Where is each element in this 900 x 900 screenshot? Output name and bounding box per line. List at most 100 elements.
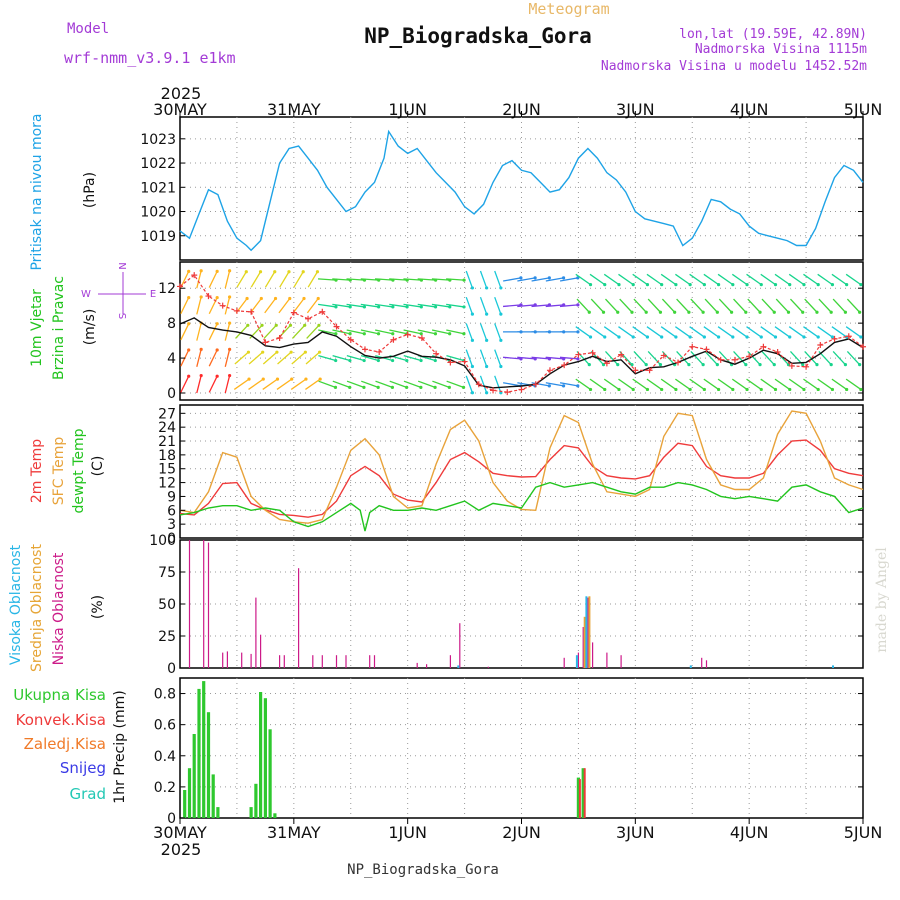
bar-conv_precip [578, 779, 581, 818]
bottom-xtick-label: 3JUN [616, 823, 655, 842]
wind-arrow-head [187, 269, 191, 273]
wind-arrow [389, 380, 407, 388]
wind-arrow [818, 298, 832, 313]
gust-point [504, 389, 511, 396]
wind-arrow-head [773, 283, 778, 287]
temperature-panel-frame [179, 404, 864, 539]
ytick-label: 100 [149, 533, 176, 549]
gust-point [333, 323, 340, 330]
wind-arrow-head [587, 363, 591, 367]
y-tick-labels: 1019102010211022102304812036912151821242… [140, 132, 863, 827]
wind-arrow [465, 296, 474, 315]
wind-arrow-head [461, 385, 466, 389]
compass-rose: N W E S [81, 262, 156, 319]
wind-arrow-head [288, 323, 293, 327]
wind-arrow-head [376, 385, 380, 389]
wind-arrow-head [485, 338, 489, 342]
series-line-temp2m [179, 439, 864, 518]
wind-arrow-head [215, 322, 219, 326]
bar-low_cloud [255, 597, 257, 668]
wind-arrow [389, 303, 408, 308]
wind-arrow [465, 375, 474, 393]
legend-frozen-precip: Zaledj.Kisa [24, 735, 106, 753]
wind-arrow [545, 304, 564, 308]
wind-arrow [632, 378, 648, 390]
wind-arrow-head [716, 335, 721, 339]
wind-arrow-head [745, 335, 749, 339]
pressure-ylabel: Pritisak na nivou mora [29, 113, 45, 270]
wind-arrow-head [244, 270, 248, 274]
elevation-label: Nadmorska Visina 1115m [695, 42, 867, 57]
ytick-label: 75 [158, 565, 176, 581]
top-year-label: 2025 [161, 84, 202, 103]
wind-arrow [360, 329, 379, 335]
wind-arrow-head [674, 335, 678, 339]
wind-arrow [746, 326, 762, 338]
wind-arrow [590, 298, 605, 313]
bar-high_cloud [575, 655, 578, 668]
bar-low_cloud [312, 655, 314, 668]
legend-snow: Snijeg [60, 759, 106, 777]
footer-station: NP_Biogradska_Gora [347, 862, 499, 878]
wind-arrow [479, 349, 488, 367]
wind-arrow-head [405, 305, 409, 309]
wind-arrow-head [802, 387, 806, 392]
wind-arrow [264, 271, 276, 288]
ytick-label: 0 [167, 811, 176, 827]
lonlat-label: lon,lat (19.59E, 42.89N) [679, 27, 867, 42]
ytick-label: 0.2 [154, 780, 176, 796]
wind-arrow-head [317, 350, 322, 354]
top-xtick-label: 30MAY [153, 100, 207, 119]
bottom-xtick-label: 2JUN [502, 823, 541, 842]
wind-arrow-head [390, 385, 395, 389]
wind-arrow-head [334, 332, 338, 336]
wind-arrow-head [588, 283, 593, 287]
wind-arrow [832, 351, 846, 366]
wind-arrow-head [744, 310, 748, 314]
wind-arrow-head [215, 269, 219, 273]
wind-arrow-head [470, 286, 475, 290]
bar-total_precip [206, 712, 211, 818]
bar-total_precip [183, 790, 187, 818]
wind-arrow-head [843, 310, 848, 314]
wind-arrow [731, 326, 748, 338]
bottom-xtick-label: 31MAY [267, 823, 321, 842]
wind-arrow-head [199, 269, 203, 273]
model-label: Model [67, 21, 109, 37]
wind-arrow [761, 351, 775, 366]
bar-conv_precip [583, 768, 586, 818]
wind-arrow-head [758, 363, 762, 367]
wind-arrow-head [470, 312, 475, 316]
wind-arrow [196, 270, 202, 289]
wind-arrow [746, 378, 762, 390]
wind-arrow [689, 326, 705, 338]
wind-arrow [403, 380, 422, 388]
bar-total_precip [268, 729, 272, 818]
wind-arrow [575, 273, 591, 286]
wind-arrow-head [702, 387, 706, 392]
gust-point [632, 367, 639, 374]
wind-arrow [502, 356, 522, 360]
gust-point [347, 336, 354, 343]
wind-arrow [494, 375, 502, 393]
wind-arrow-head [830, 283, 835, 287]
wind-arrow [479, 270, 488, 289]
wind-arrow-head [391, 305, 395, 309]
wind-arrow [731, 273, 748, 286]
wind-arrow-head [859, 387, 863, 392]
top-xtick-label: 5JUN [844, 100, 883, 119]
wind-arrow [502, 304, 522, 308]
wind-arrow [675, 273, 691, 286]
wind-arrow [332, 329, 351, 335]
bar-low_cloud [582, 627, 584, 668]
bar-high_cloud [457, 665, 460, 668]
wind-arrow [465, 270, 474, 289]
wind-arrow-head [287, 270, 291, 274]
wind-arrow-head [470, 338, 475, 342]
wind-arrow [788, 378, 805, 390]
bar-low_cloud [487, 666, 489, 668]
wind-arrow [494, 323, 502, 341]
wind-arrow-head [801, 310, 805, 314]
wind-arrow-head [499, 364, 503, 369]
